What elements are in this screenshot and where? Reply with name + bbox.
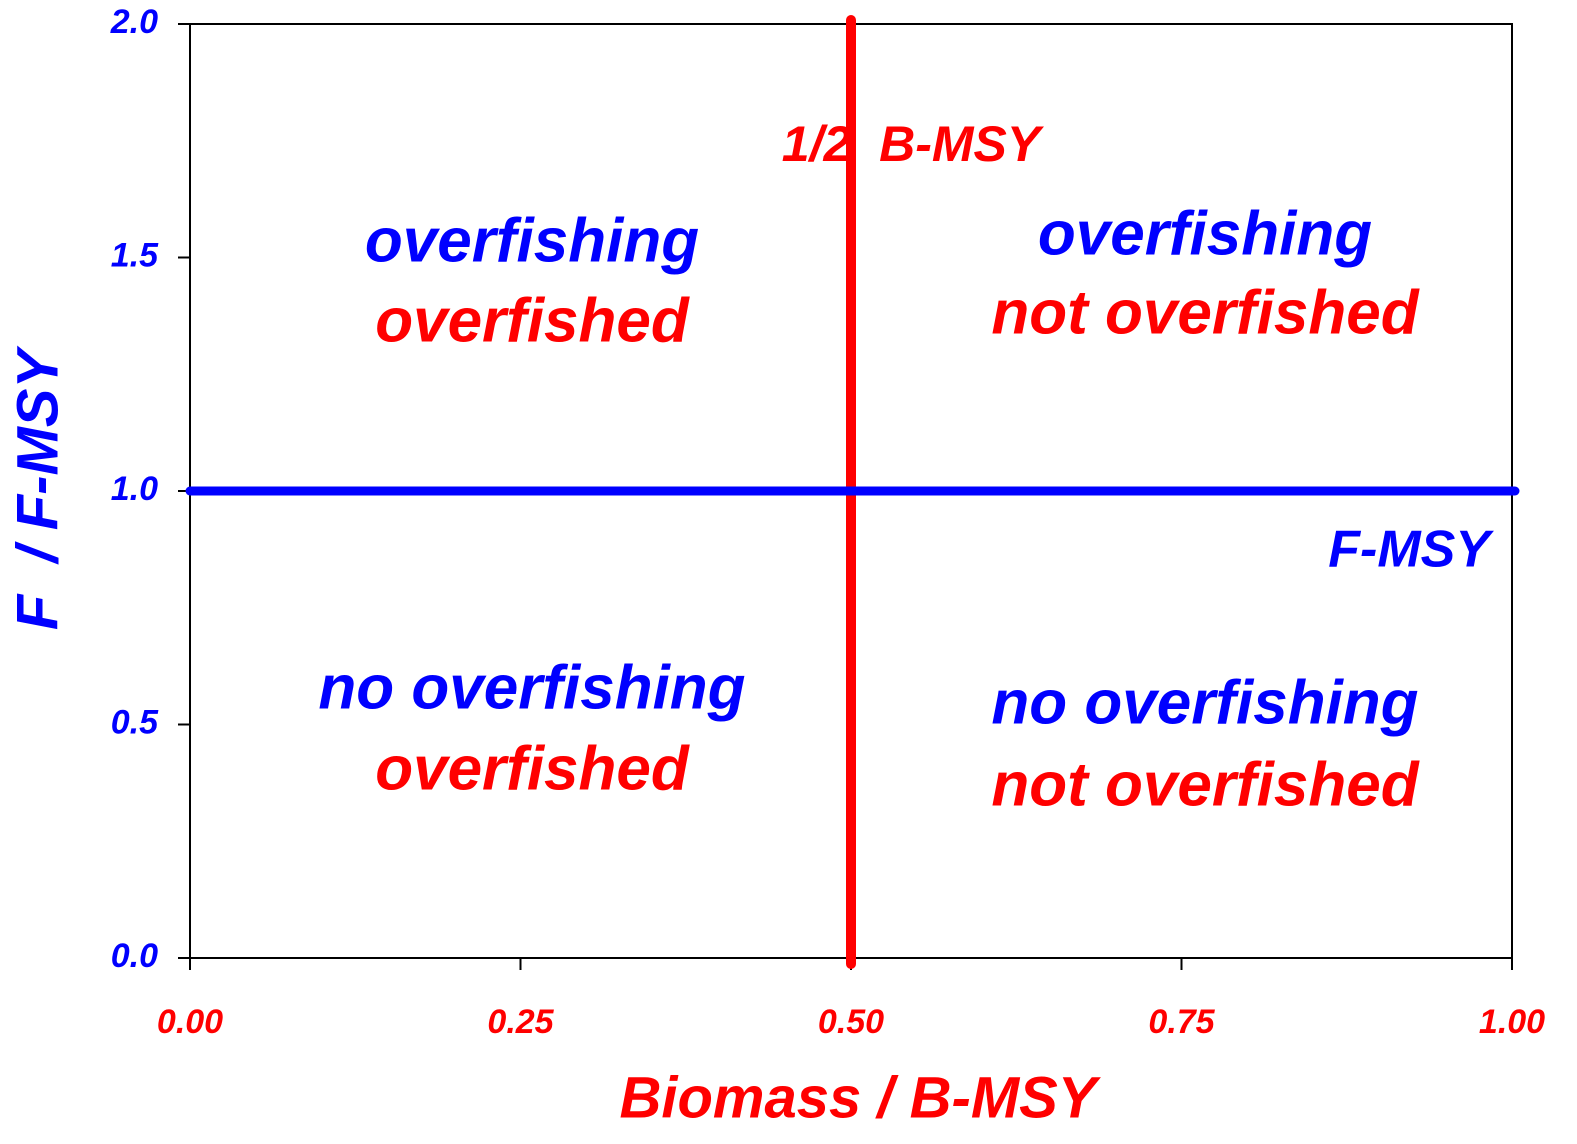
y-tick-label: 0.5: [111, 703, 159, 741]
x-tick-label: 0.50: [818, 1003, 884, 1041]
annotation-line: overfishing: [1038, 199, 1372, 268]
annotation-line: not overfished: [991, 278, 1419, 347]
x-tick-label: 1.00: [1479, 1003, 1545, 1041]
annotation-line: overfishing: [365, 206, 699, 275]
reference-label: F-MSY: [1328, 521, 1494, 579]
y-axis-label: F / F-MSY: [5, 345, 70, 631]
x-tick-label: 0.75: [1148, 1003, 1215, 1041]
y-tick-label: 0.0: [111, 937, 158, 975]
y-tick-label: 1.0: [111, 470, 158, 508]
x-tick-label: 0.00: [157, 1003, 223, 1041]
annotation-line: no overfishing: [318, 653, 745, 722]
x-tick-label: 0.25: [487, 1003, 554, 1041]
y-tick-label: 1.5: [111, 236, 159, 274]
annotation-line: no overfishing: [991, 668, 1418, 737]
y-tick-label: 2.0: [110, 3, 158, 41]
x-axis-label: Biomass / B-MSY: [620, 1065, 1102, 1130]
annotation-line: overfished: [375, 286, 690, 355]
annotation-line: not overfished: [991, 750, 1419, 819]
annotation-line: overfished: [375, 734, 690, 803]
reference-label: 1/2 B-MSY: [782, 116, 1045, 172]
